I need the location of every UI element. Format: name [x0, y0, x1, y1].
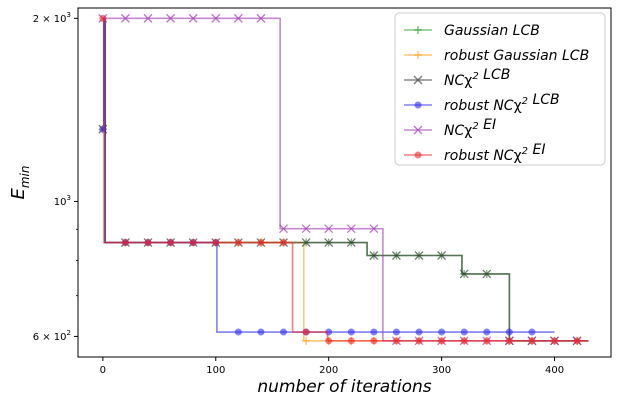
data-point	[369, 251, 379, 260]
data-point	[459, 269, 469, 279]
data-point	[143, 13, 153, 23]
y-axis-label: Emin	[8, 165, 32, 199]
series-6	[99, 14, 589, 345]
y-tick-label: 103	[54, 194, 71, 208]
legend-item: NCχ2 EI	[404, 117, 496, 139]
data-point	[301, 238, 311, 247]
data-point	[302, 328, 310, 336]
legend-marker	[414, 26, 422, 34]
data-point	[347, 337, 355, 345]
legend-label: robust NCχ2 EI	[444, 142, 545, 164]
data-point	[120, 13, 130, 23]
data-point	[121, 239, 129, 247]
data-point	[460, 328, 468, 336]
y-axis: 2 × 103 103 6 × 102	[33, 11, 78, 343]
data-point	[211, 13, 221, 23]
data-point	[437, 251, 447, 260]
data-point	[483, 337, 491, 345]
data-point	[505, 337, 513, 345]
series-layer	[98, 13, 589, 346]
x-tick-label: 100	[206, 365, 225, 376]
x-tick-label: 400	[545, 365, 564, 376]
data-point	[302, 336, 311, 345]
legend-label: NCχ2 LCB	[444, 67, 510, 89]
data-point	[346, 238, 356, 247]
data-point	[483, 328, 491, 336]
data-point	[280, 239, 288, 247]
data-point	[99, 14, 107, 22]
data-point	[482, 269, 492, 279]
legend-item: Gaussian LCB	[404, 23, 540, 39]
x-tick-label: 0	[100, 365, 106, 376]
data-point	[325, 337, 333, 345]
data-point	[324, 238, 334, 247]
legend-item: robust NCχ2 EI	[404, 142, 545, 164]
data-point	[257, 239, 265, 247]
y-tick-label: 6 × 102	[33, 329, 71, 343]
x-tick-label: 300	[432, 365, 451, 376]
data-point	[573, 337, 581, 345]
legend-label: NCχ2 EI	[444, 117, 496, 139]
data-point	[279, 224, 288, 234]
data-point	[257, 328, 265, 336]
legend-label: robust NCχ2 LCB	[444, 92, 560, 114]
axis-labels: number of iterations Emin	[8, 165, 432, 397]
data-point	[188, 13, 198, 23]
legend-label: Gaussian LCB	[444, 23, 540, 39]
data-point	[324, 224, 334, 234]
legend-marker	[414, 51, 422, 59]
data-point	[392, 337, 400, 345]
data-point	[551, 337, 559, 345]
data-point	[505, 328, 513, 336]
data-point	[414, 251, 424, 260]
data-point	[346, 224, 356, 234]
data-point	[233, 13, 243, 23]
legend-item: robust NCχ2 LCB	[404, 92, 560, 114]
legend-marker	[413, 75, 423, 85]
data-point	[99, 125, 107, 133]
data-point	[391, 251, 401, 260]
data-point	[370, 328, 378, 336]
x-tick-label: 200	[319, 365, 338, 376]
data-point	[347, 328, 355, 336]
legend-label: robust Gaussian LCB	[444, 48, 589, 64]
data-point	[301, 224, 311, 234]
data-point	[234, 328, 242, 336]
data-point	[212, 239, 220, 247]
legend-box	[394, 12, 606, 166]
data-point	[438, 328, 446, 336]
data-point	[234, 239, 242, 247]
series-line	[102, 17, 589, 342]
y-tick-label: 2 × 103	[33, 11, 71, 25]
data-point	[415, 337, 423, 345]
legend: Gaussian LCB robust Gaussian LCB NCχ2 LCB r…	[394, 12, 606, 166]
series-line	[102, 17, 589, 342]
data-point	[280, 328, 288, 336]
data-point	[415, 328, 423, 336]
legend-marker	[414, 151, 422, 159]
data-point	[370, 337, 378, 345]
legend-item: NCχ2 LCB	[404, 67, 510, 89]
data-point	[369, 224, 379, 234]
legend-marker	[413, 125, 423, 135]
data-point	[256, 13, 266, 23]
data-point	[189, 239, 197, 247]
data-point	[167, 239, 175, 247]
plot-frame	[77, 7, 612, 358]
data-point	[392, 328, 400, 336]
data-point	[460, 337, 468, 345]
data-point	[438, 337, 446, 345]
x-axis: 0 100 200 300 400	[100, 357, 564, 376]
legend-marker	[414, 101, 422, 109]
data-point	[528, 337, 536, 345]
data-point	[144, 239, 152, 247]
legend-item: robust Gaussian LCB	[404, 48, 589, 64]
data-point	[166, 13, 176, 23]
x-axis-label: number of iterations	[257, 377, 431, 397]
data-point	[528, 328, 536, 336]
